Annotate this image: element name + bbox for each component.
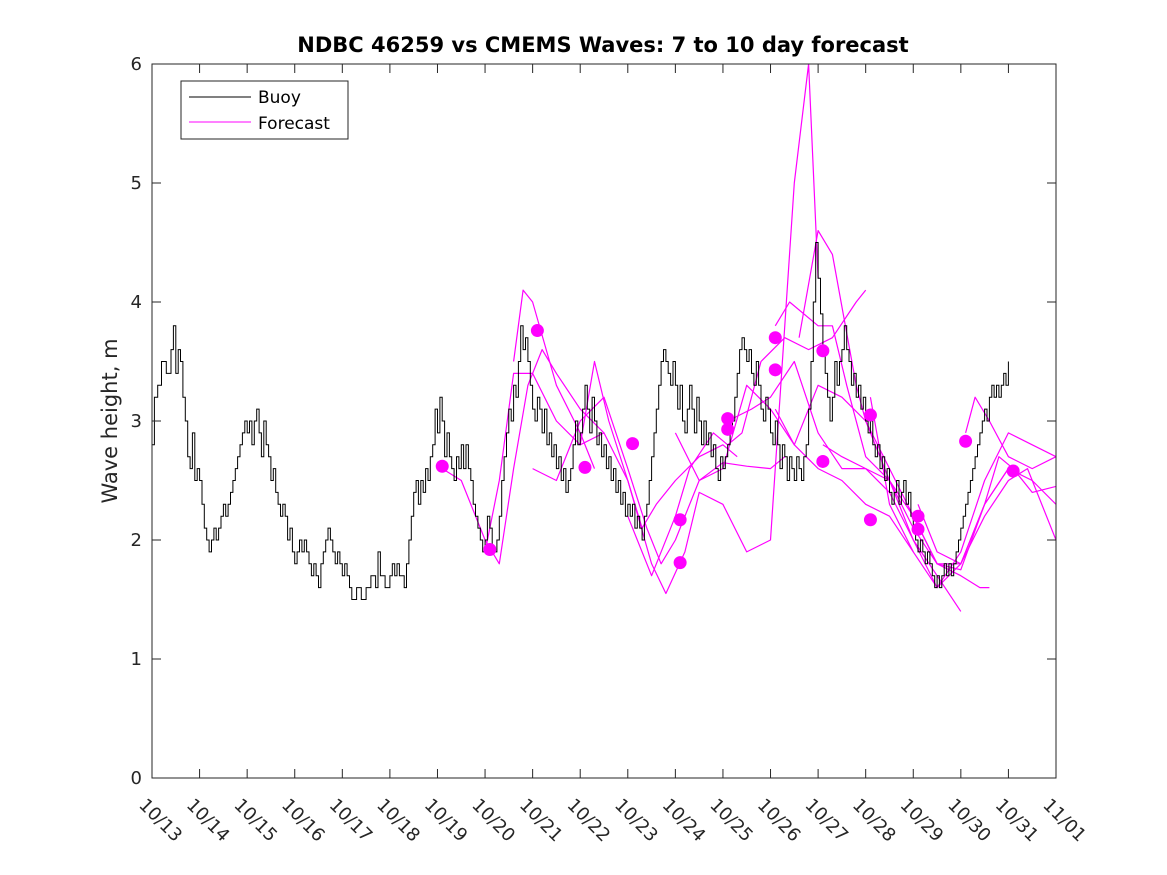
forecast-marker	[721, 412, 735, 426]
y-tick-label: 4	[131, 292, 142, 313]
forecast-line	[513, 289, 596, 469]
plot-area	[152, 64, 1056, 778]
forecast-marker	[626, 437, 640, 451]
legend-box	[180, 80, 349, 140]
forecast-line	[727, 360, 1056, 589]
chart-title: NDBC 46259 vs CMEMS Waves: 7 to 10 day f…	[297, 33, 908, 57]
forecast-line	[869, 397, 914, 553]
forecast-line	[441, 349, 605, 565]
forecast-marker	[959, 434, 973, 448]
forecast-marker	[673, 513, 687, 527]
y-tick-label: 6	[131, 54, 142, 75]
forecast-marker	[578, 460, 592, 474]
y-tick-label: 5	[131, 173, 142, 194]
y-tick-label: 3	[131, 411, 142, 432]
forecast-marker	[816, 454, 830, 468]
legend: Buoy Forecast	[180, 80, 349, 140]
y-tick-label: 1	[131, 649, 142, 670]
y-axis-label: Wave height, m	[98, 338, 122, 503]
forecast-marker	[816, 344, 830, 358]
legend-buoy-label: Buoy	[258, 88, 301, 108]
forecast-line	[674, 384, 1056, 589]
buoy-line-group	[152, 242, 1009, 600]
forecast-marker	[673, 556, 687, 570]
forecast-marker	[911, 509, 925, 523]
y-tick-label: 2	[131, 530, 142, 551]
legend-forecast-label: Forecast	[258, 114, 330, 134]
forecast-marker	[911, 522, 925, 536]
plot-frame	[151, 63, 1057, 779]
forecast-markers	[435, 324, 1020, 570]
forecast-marker	[768, 331, 782, 345]
forecast-marker	[768, 363, 782, 377]
buoy-line	[152, 242, 1009, 600]
forecast-line	[579, 64, 819, 595]
forecast-marker	[530, 324, 544, 338]
forecast-marker	[721, 422, 735, 436]
forecast-line	[917, 468, 1009, 565]
forecast-marker	[483, 543, 497, 557]
y-tick-label: 0	[131, 768, 142, 789]
forecast-line	[965, 396, 1056, 470]
forecast-marker	[435, 459, 449, 473]
forecast-marker	[1006, 464, 1020, 478]
forecast-marker	[863, 408, 877, 422]
forecast-marker	[863, 513, 877, 527]
forecast-line	[532, 396, 786, 565]
